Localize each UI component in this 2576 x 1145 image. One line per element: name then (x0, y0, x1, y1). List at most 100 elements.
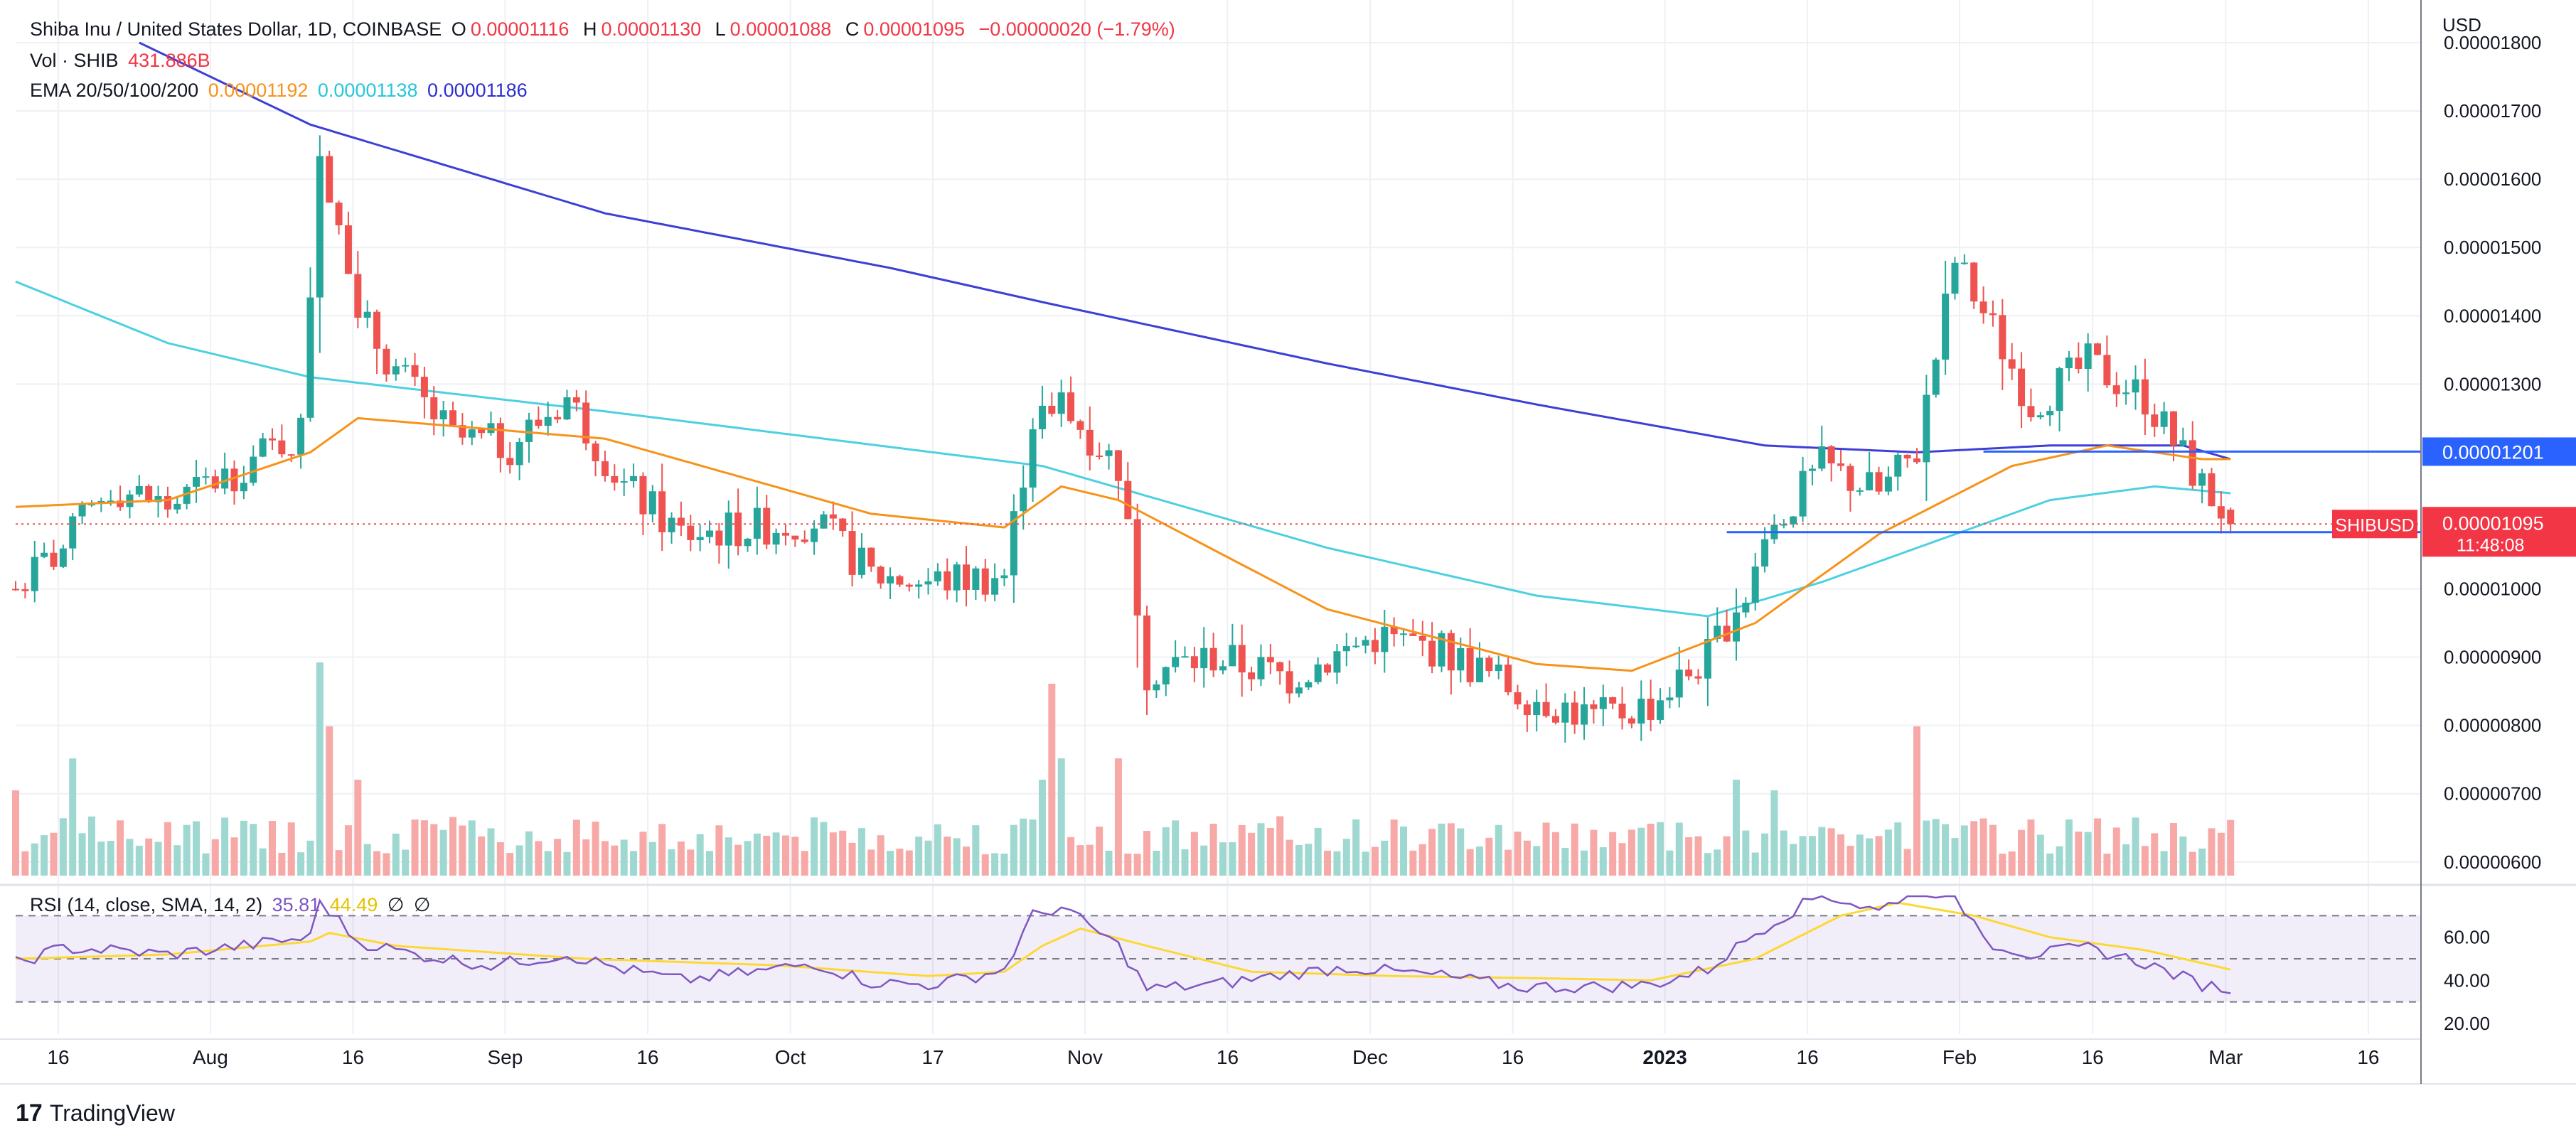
volume-bar (1533, 846, 1541, 876)
candle-body (1960, 262, 1968, 264)
volume-bar (1599, 847, 1607, 876)
volume-bar (1999, 854, 2006, 876)
volume-bar (1866, 838, 1874, 876)
empty-set-icon-2[interactable]: ∅ (413, 894, 431, 915)
horizontal-lines[interactable] (16, 450, 2421, 534)
volume-bar (1371, 846, 1379, 876)
volume-bar (1847, 845, 1854, 876)
candle-body (1000, 575, 1008, 579)
candle-body (1200, 647, 1208, 669)
volume-bar (1067, 837, 1075, 876)
volume-bar (1229, 842, 1236, 876)
volume-bar (1266, 827, 1274, 876)
volume-bar (87, 816, 95, 876)
candle-body (2217, 506, 2225, 519)
candle-body (420, 377, 428, 397)
candle-body (363, 311, 371, 318)
candle-body (1970, 262, 1978, 302)
candle-body (1551, 716, 1559, 723)
candle-body (1257, 657, 1265, 679)
candle-body (1190, 656, 1198, 669)
volume-bar (383, 853, 390, 876)
candle-body (991, 578, 999, 595)
volume-bar (1666, 850, 1674, 876)
empty-set-icon[interactable]: ∅ (387, 894, 405, 915)
rsi-legend[interactable]: RSI (14, close, SMA, 14, 2) 35.81 44.49 … (30, 894, 434, 916)
candle-body (1096, 455, 1103, 457)
volume-bar (1409, 850, 1417, 876)
volume-bar (50, 832, 58, 876)
volume-bar (1970, 821, 1978, 876)
volume-bar (763, 835, 771, 876)
volume-bar (221, 817, 229, 876)
candle-body (78, 505, 86, 517)
volume-bar (725, 837, 732, 876)
price-axis[interactable]: 0.00000600 0.00000700 0.00000800 0.00000900… (2420, 0, 2541, 1084)
symbol-legend[interactable]: Shiba Inu / United States Dollar, 1D, CO… (30, 18, 1180, 41)
candle-body (230, 468, 238, 492)
volume-bar (1295, 844, 1303, 876)
volume-bar (1989, 824, 1997, 876)
high-value: H 0.00001130 (582, 18, 702, 40)
volume-legend[interactable]: Vol · SHIB 431.886B (30, 50, 215, 72)
volume-bar (1571, 823, 1578, 876)
candle-body (896, 576, 904, 585)
volume-bar (1751, 852, 1759, 876)
volume-bar (706, 851, 714, 876)
price-tick-label: 0.00001300 (2444, 373, 2541, 394)
grid (0, 0, 2576, 1085)
candle-body (1172, 657, 1180, 667)
ema200-value: 0.00001186 (427, 80, 528, 101)
ema-legend[interactable]: EMA 20/50/100/200 0.00001192 0.00001138 … (30, 80, 532, 102)
candle-body (1657, 700, 1664, 720)
candle-body (1409, 633, 1417, 636)
candle-body (173, 503, 181, 510)
volume-bar (887, 851, 894, 876)
volume-bar (1742, 830, 1750, 876)
candlesticks (12, 135, 2235, 743)
change-value: −0.00000020 (−1.79%) (978, 18, 1175, 40)
volume-bar (1381, 840, 1389, 876)
candle-body (1485, 657, 1493, 672)
time-tick-label: 16 (1797, 1046, 1819, 1068)
candle-body (1209, 647, 1217, 671)
price-tick-label: 0.00001400 (2444, 305, 2541, 326)
volume-bar (582, 839, 590, 876)
ema20-value: 0.00001192 (208, 80, 309, 101)
candle-body (50, 552, 58, 567)
time-tick-label: 2023 (1642, 1046, 1687, 1068)
volume-bar (963, 846, 970, 876)
candle-body (1989, 313, 1997, 316)
volume-bar (1162, 827, 1170, 876)
volume-bar (1305, 844, 1313, 876)
volume-bar (696, 834, 704, 876)
candle-body (2046, 411, 2054, 416)
volume-bar (1276, 816, 1284, 876)
volume-bar (1704, 853, 1711, 876)
candle-body (1533, 701, 1541, 716)
tradingview-branding[interactable]: 17 TradingView (16, 1100, 175, 1127)
candle-body (2065, 358, 2073, 369)
volume-bar (2160, 851, 2168, 876)
volume-bar (1314, 827, 1322, 876)
volume-bar (648, 842, 656, 876)
candle-body (1124, 480, 1132, 520)
volume-bar (1248, 832, 1256, 876)
price-tick-label: 0.00000900 (2444, 647, 2541, 668)
candle-body (1875, 472, 1883, 492)
rsi-label: RSI (14, close, SMA, 14, 2) (30, 894, 263, 915)
candle-body (1523, 704, 1531, 716)
candle-body (2027, 406, 2035, 418)
volume-bar (1637, 827, 1645, 876)
volume-bar (2084, 832, 2092, 876)
candle-body (781, 532, 789, 536)
symbol-tag (2332, 510, 2417, 539)
volume-bar (478, 836, 486, 876)
time-axis[interactable]: 16 Aug 16 Sep 16 Oct 17 Nov 16 Dec 16 2023 16 Feb 16 Ma… (47, 1046, 2379, 1068)
candle-body (630, 475, 638, 482)
candle-body (1447, 633, 1455, 671)
volume-bar (1723, 836, 1731, 876)
candle-body (487, 423, 495, 434)
candle-body (1143, 615, 1151, 691)
